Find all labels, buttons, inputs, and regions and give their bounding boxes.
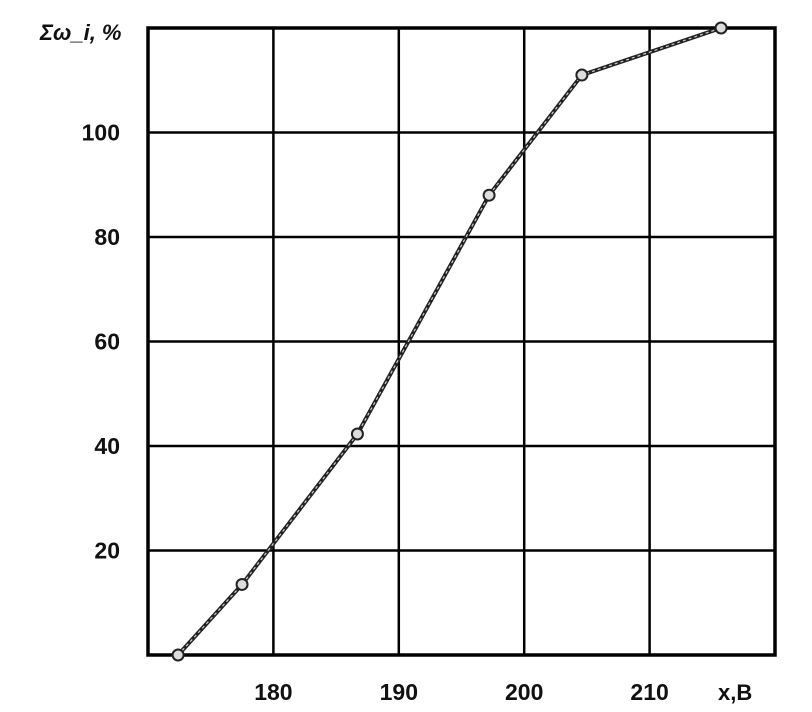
data-point [171,648,185,662]
y-tick-label: 20 [94,538,120,564]
x-axis-label: x,B [718,680,752,705]
series [171,21,728,662]
data-point [714,21,728,35]
grid [146,26,777,657]
y-tick-label: 100 [82,120,120,146]
y-tick-label: 40 [94,433,120,459]
y-tick-label: 60 [94,329,120,355]
data-point [575,68,589,82]
y-tick-label: 80 [94,224,120,250]
tick-labels: 180 190 200 210 20 40 60 80 100 [82,120,669,706]
x-tick-label: 200 [505,679,543,705]
x-tick-label: 210 [630,679,668,705]
y-axis-label: Σω_i, % [39,20,121,45]
data-point [482,188,496,202]
x-tick-label: 180 [254,679,292,705]
x-tick-label: 190 [380,679,418,705]
data-point [235,577,249,591]
data-point [350,427,364,441]
series-line-highlight [177,27,722,656]
